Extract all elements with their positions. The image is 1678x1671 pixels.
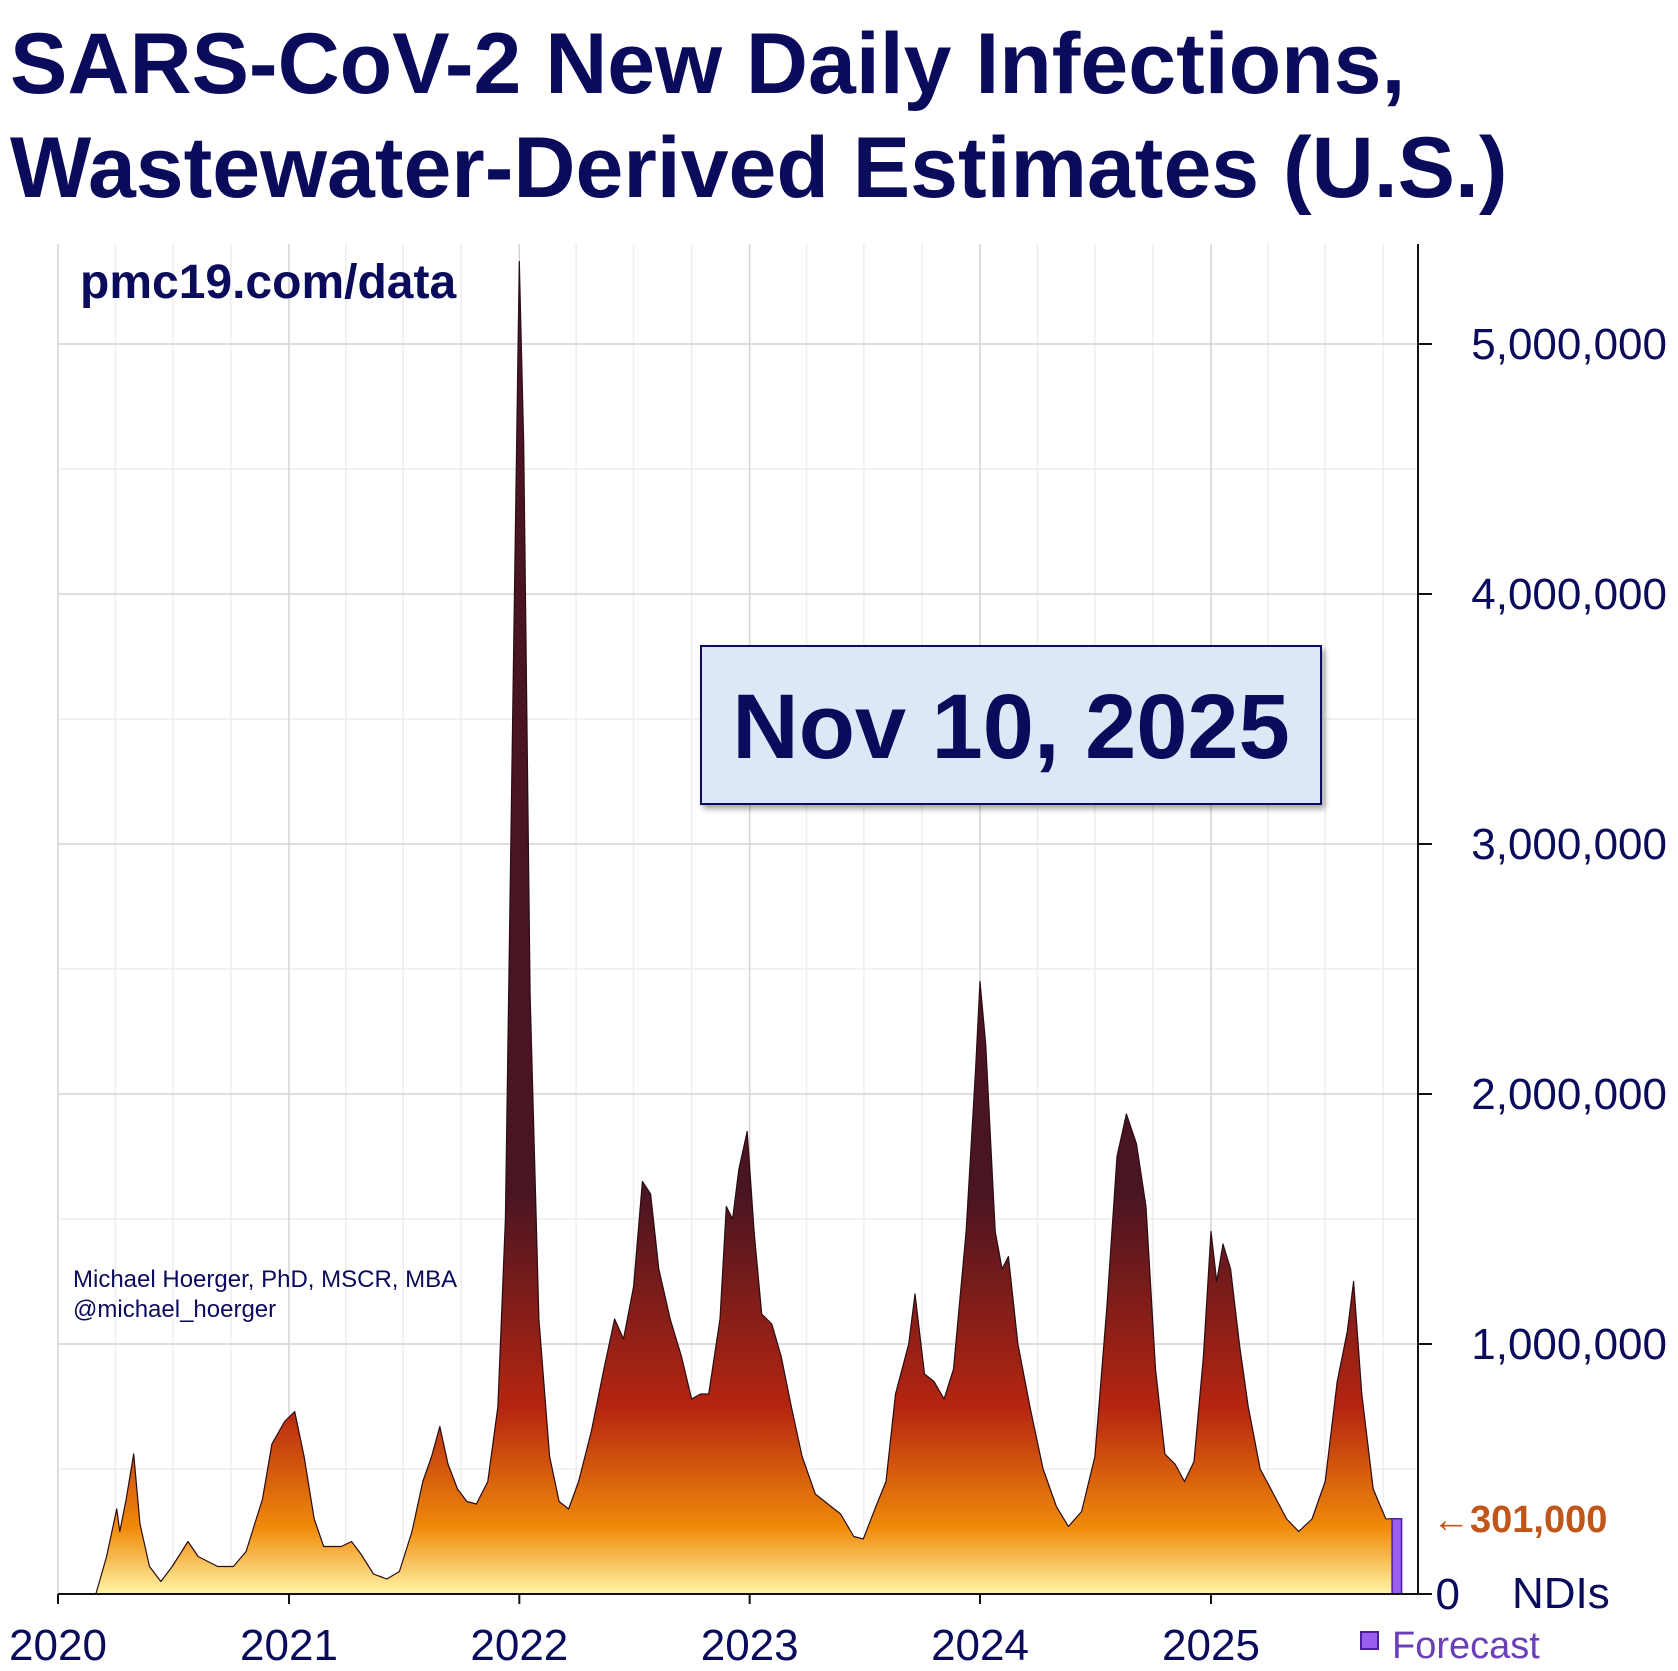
y-tick-label-1000000: 1,000,000 (1471, 1320, 1667, 1369)
x-tick-label-2021: 2021 (240, 1621, 338, 1670)
title-line-1: SARS-CoV-2 New Daily Infections, (10, 16, 1406, 112)
y-axis-unit-label: NDIs (1512, 1569, 1610, 1618)
date-badge-text: Nov 10, 2025 (732, 676, 1289, 778)
source-label: pmc19.com/data (80, 256, 456, 309)
forecast-legend-swatch (1360, 1631, 1379, 1650)
x-tick-label-2023: 2023 (701, 1621, 799, 1670)
title-line-2: Wastewater-Derived Estimates (U.S.) (10, 120, 1508, 216)
forecast-area (1391, 1518, 1403, 1595)
y-tick-label-3000000: 3,000,000 (1471, 820, 1667, 869)
x-tick-label-2024: 2024 (931, 1621, 1029, 1670)
date-badge: Nov 10, 2025 (700, 645, 1322, 805)
date-badge-box (700, 645, 1322, 805)
legend-forecast: Forecast (1360, 1625, 1540, 1667)
y-tick-label-2000000: 2,000,000 (1471, 1070, 1667, 1119)
forecast-legend-label: Forecast (1392, 1625, 1540, 1667)
handle-label: @michael_hoerger (73, 1296, 276, 1323)
y-tick-label-0: 0 (1436, 1570, 1460, 1619)
x-tick-label-2022: 2022 (470, 1621, 568, 1670)
infections-area (95, 260, 1393, 1595)
x-tick-label-2025: 2025 (1162, 1621, 1260, 1670)
chart-title: SARS-CoV-2 New Daily Infections, Wastewa… (10, 12, 1508, 220)
x-tick-label-2020: 2020 (9, 1621, 107, 1670)
author-label: Michael Hoerger, PhD, MSCR, MBA (73, 1266, 457, 1293)
y-tick-label-5000000: 5,000,000 (1471, 320, 1667, 369)
current-value-label: ←301,000 (1432, 1499, 1607, 1541)
axes: 2020 2021 2022 2023 2024 2025 0 1,000,000 2,000,… (9, 244, 1667, 1670)
y-tick-label-4000000: 4,000,000 (1471, 570, 1667, 619)
major-gridlines (57, 244, 1418, 1594)
series-layer (95, 260, 1403, 1595)
